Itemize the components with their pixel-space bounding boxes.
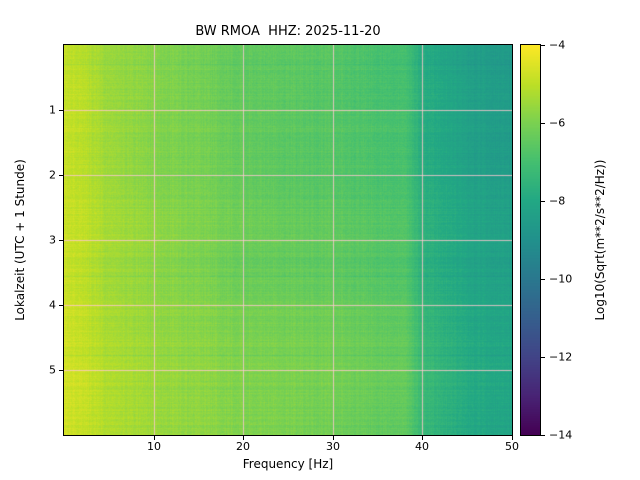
axis-tick (59, 370, 63, 371)
y-axis-label: Lokalzeit (UTC + 1 Stunde) (13, 159, 27, 321)
colorbar-tick-label: −10 (549, 272, 573, 286)
y-tick-label: 3 (49, 233, 56, 247)
y-tick-label: 5 (49, 363, 56, 377)
colorbar-tick-label: −4 (549, 38, 566, 52)
x-tick-label: 20 (236, 440, 250, 453)
axis-tick (541, 279, 545, 280)
y-tick-label: 4 (49, 298, 56, 312)
colorbar-tick-label: −6 (549, 116, 566, 130)
x-tick-label: 50 (505, 440, 519, 453)
axis-tick (541, 45, 545, 46)
spectrogram-heatmap (63, 44, 513, 436)
axis-tick (541, 435, 545, 436)
chart-title: BW RMOA HHZ: 2025-11-20 (195, 24, 381, 39)
axis-tick (333, 436, 334, 440)
axis-tick (59, 110, 63, 111)
axis-tick (59, 240, 63, 241)
colorbar-tick-label: −8 (549, 194, 566, 208)
colorbar (520, 44, 541, 436)
colorbar-label: Log10(Sqrt(m**2/s**2/Hz)) (593, 159, 607, 321)
x-axis-label: Frequency [Hz] (242, 457, 334, 471)
axis-tick (541, 357, 545, 358)
axis-tick (243, 436, 244, 440)
axis-tick (512, 436, 513, 440)
axis-tick (59, 305, 63, 306)
x-tick-label: 40 (415, 440, 429, 453)
axis-tick (422, 436, 423, 440)
axis-tick (541, 123, 545, 124)
axis-tick (59, 175, 63, 176)
colorbar-tick-label: −12 (549, 350, 573, 364)
x-tick-label: 30 (326, 440, 340, 453)
x-tick-label: 10 (147, 440, 161, 453)
y-tick-label: 1 (49, 103, 56, 117)
colorbar-tick-label: −14 (549, 428, 573, 442)
y-tick-label: 2 (49, 168, 56, 182)
axis-tick (541, 201, 545, 202)
axis-tick (154, 436, 155, 440)
